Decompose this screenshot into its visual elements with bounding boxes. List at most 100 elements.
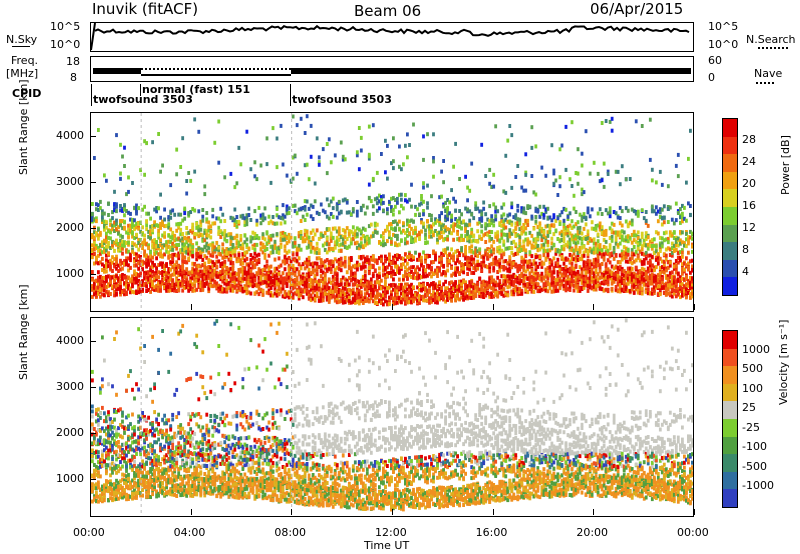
heatmap-cell bbox=[534, 255, 538, 260]
heatmap-cell bbox=[321, 276, 325, 281]
heatmap-cell bbox=[93, 230, 96, 235]
heatmap-cell bbox=[498, 282, 502, 287]
heatmap-cell bbox=[404, 297, 407, 302]
heatmap-cell bbox=[496, 262, 500, 267]
heatmap-cell bbox=[219, 272, 223, 277]
heatmap-cell bbox=[406, 228, 409, 232]
heatmap-cell bbox=[482, 258, 486, 263]
heatmap-cell bbox=[339, 248, 343, 253]
heatmap-cell bbox=[193, 277, 197, 282]
heatmap-cell bbox=[265, 230, 269, 235]
heatmap-cell bbox=[516, 217, 520, 222]
heatmap-cell bbox=[259, 277, 263, 282]
heatmap-cell bbox=[480, 280, 484, 285]
heatmap-cell bbox=[404, 289, 407, 294]
heatmap-cell bbox=[436, 240, 439, 245]
heatmap-cell bbox=[414, 250, 417, 255]
heatmap-cell bbox=[323, 231, 327, 236]
heatmap-cell bbox=[380, 234, 383, 239]
heatmap-cell bbox=[307, 294, 311, 299]
heatmap-cell bbox=[145, 227, 148, 232]
heatmap-cell bbox=[111, 210, 114, 215]
heatmap-cell bbox=[371, 176, 375, 181]
heatmap-cell bbox=[398, 144, 401, 149]
heatmap-cell bbox=[307, 244, 311, 249]
heatmap-cell bbox=[167, 288, 171, 293]
heatmap-cell bbox=[261, 218, 265, 223]
heatmap-cell bbox=[253, 258, 257, 262]
heatmap-cell bbox=[534, 206, 538, 211]
heatmap-cell bbox=[219, 274, 223, 279]
heatmap-cell bbox=[153, 241, 156, 246]
heatmap-cell bbox=[247, 246, 251, 251]
heatmap-cell bbox=[544, 288, 548, 293]
heatmap-cell bbox=[363, 299, 367, 303]
heatmap-cell bbox=[315, 210, 319, 215]
heatmap-cell bbox=[456, 284, 459, 289]
heatmap-cell bbox=[536, 271, 540, 276]
heatmap-cell bbox=[287, 295, 291, 300]
heatmap-cell bbox=[504, 291, 508, 296]
heatmap-cell bbox=[137, 226, 140, 231]
heatmap-cell bbox=[544, 239, 548, 244]
heatmap-cell bbox=[452, 256, 455, 261]
heatmap-cell bbox=[299, 236, 303, 240]
heatmap-cell bbox=[394, 285, 397, 290]
heatmap-cell bbox=[398, 277, 401, 282]
heatmap-cell bbox=[369, 222, 373, 227]
heatmap-cell bbox=[556, 281, 560, 286]
heatmap-cell bbox=[375, 280, 379, 285]
heatmap-cell bbox=[163, 269, 166, 274]
heatmap-cell bbox=[287, 275, 291, 280]
heatmap-cell bbox=[169, 227, 173, 232]
heatmap-cell bbox=[510, 289, 514, 294]
heatmap-cell bbox=[566, 230, 570, 235]
heatmap-cell bbox=[510, 265, 514, 270]
heatmap-cell bbox=[456, 254, 459, 259]
heatmap-cell bbox=[119, 262, 122, 267]
heatmap-cell bbox=[213, 247, 217, 252]
heatmap-cell bbox=[263, 248, 267, 253]
heatmap-cell bbox=[444, 214, 447, 219]
heatmap-cell bbox=[181, 136, 185, 141]
nave-ytick-top: 60 bbox=[708, 54, 722, 67]
heatmap-cell bbox=[554, 285, 558, 289]
heatmap-cell bbox=[408, 143, 411, 147]
heatmap-cell bbox=[329, 262, 333, 267]
heatmap-cell bbox=[283, 244, 287, 249]
heatmap-cell bbox=[237, 273, 241, 278]
heatmap-cell bbox=[307, 292, 311, 297]
heatmap-cell bbox=[392, 232, 395, 237]
heatmap-cell bbox=[293, 153, 297, 158]
heatmap-cell bbox=[167, 239, 171, 244]
heatmap-cell bbox=[504, 232, 508, 237]
heatmap-cell bbox=[127, 256, 130, 261]
heatmap-cell bbox=[93, 247, 96, 252]
heatmap-cell bbox=[488, 218, 492, 223]
heatmap-cell bbox=[209, 253, 213, 258]
heatmap-cell bbox=[327, 227, 331, 232]
heatmap-cell bbox=[353, 232, 357, 237]
heatmap-cell bbox=[131, 231, 134, 236]
heatmap-cell bbox=[269, 290, 273, 295]
heatmap-cell bbox=[528, 250, 532, 255]
heatmap-cell bbox=[438, 230, 441, 235]
heatmap-cell bbox=[185, 267, 189, 272]
heatmap-cell bbox=[558, 264, 562, 269]
heatmap-cell bbox=[121, 219, 124, 224]
heatmap-cell bbox=[247, 206, 251, 211]
heatmap-cell bbox=[478, 220, 482, 225]
heatmap-cell bbox=[498, 279, 502, 284]
heatmap-cell bbox=[384, 259, 387, 264]
heatmap-cell bbox=[456, 229, 459, 234]
heatmap-cell bbox=[183, 244, 187, 249]
heatmap-cell bbox=[257, 260, 261, 265]
heatmap-cell bbox=[307, 270, 311, 275]
heatmap-cell bbox=[480, 212, 484, 217]
heatmap-cell bbox=[556, 262, 560, 267]
heatmap-cell bbox=[345, 237, 349, 241]
heatmap-cell bbox=[99, 274, 102, 279]
heatmap-cell bbox=[319, 298, 323, 303]
heatmap-cell bbox=[518, 281, 522, 286]
heatmap-cell bbox=[566, 257, 570, 262]
